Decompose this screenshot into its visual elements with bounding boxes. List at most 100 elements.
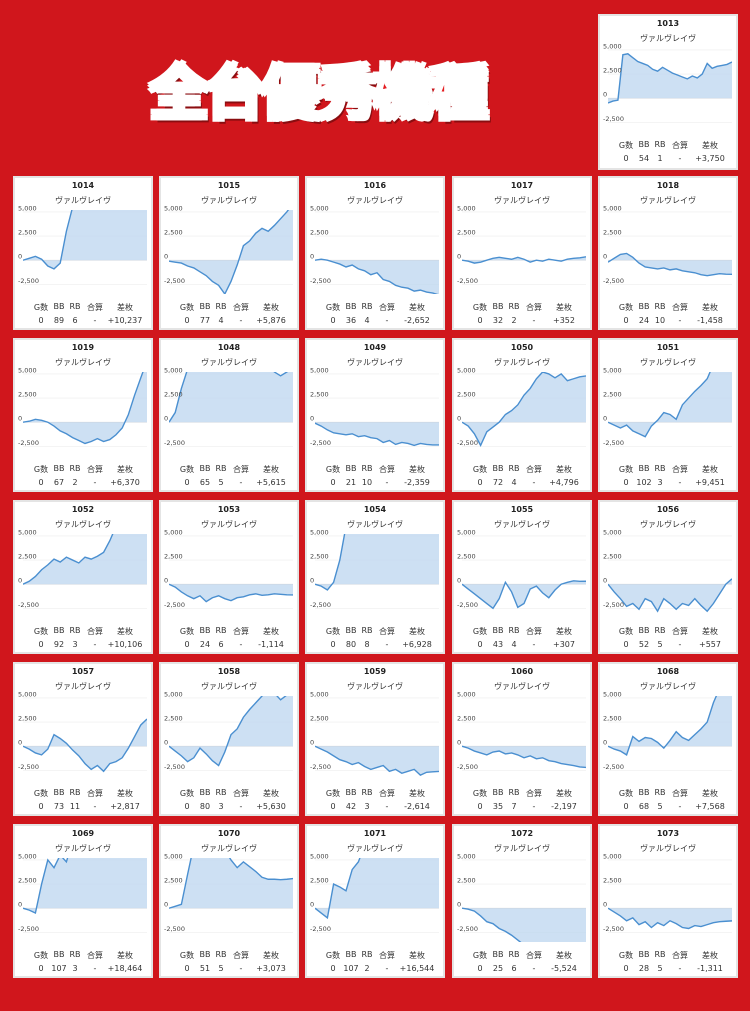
stat-header: RB [361, 626, 373, 635]
model-name: ヴァルヴレイヴ [55, 682, 111, 691]
y-tick-label: 2,500 [603, 715, 622, 723]
stat-header: BB [492, 626, 504, 635]
rb-value: 7 [511, 802, 517, 811]
machine-card[interactable]: 1071 ヴァルヴレイヴ 5,000 2,500 0 -2,500 G数 BB RB 合算 差枚 0 1… [305, 824, 445, 978]
slump-chart: 5,000 2,500 0 -2,500 [310, 206, 439, 294]
y-tick-label: 0 [164, 253, 168, 261]
y-tick-label: -2,500 [310, 439, 331, 447]
machine-card[interactable]: 1013 ヴァルヴレイヴ 5,000 2,500 0 -2,500 G数 BB RB 合算 差枚 0 5… [598, 14, 738, 170]
diff-value: +10,106 [107, 640, 143, 649]
diff-value: -2,197 [551, 802, 577, 811]
bb-value: 51 [199, 964, 211, 973]
machine-number: 1053 [217, 505, 241, 514]
y-tick-label: 0 [310, 901, 314, 909]
machine-number: 1060 [510, 667, 534, 676]
machine-card[interactable]: 1068 ヴァルヴレイヴ 5,000 2,500 0 -2,500 G数 BB RB 合算 差枚 0 6… [598, 662, 738, 816]
series-line [315, 422, 439, 447]
model-name: ヴァルヴレイヴ [494, 844, 550, 853]
y-tick-label: -2,500 [310, 925, 331, 933]
machine-card[interactable]: 1051 ヴァルヴレイヴ 5,000 2,500 0 -2,500 G数 BB RB 合算 差枚 0 1… [598, 338, 738, 492]
machine-card[interactable]: 1014 ヴァルヴレイヴ 5,000 2,500 0 -2,500 G数 BB RB 合算 差枚 0 8… [13, 176, 153, 330]
games-value: 0 [184, 478, 190, 487]
area-fill [315, 259, 439, 294]
machine-card[interactable]: 1048 ヴァルヴレイヴ 5,000 2,500 0 -2,500 G数 BB RB 合算 差枚 0 6… [159, 338, 299, 492]
stat-header: 合算 [379, 627, 395, 636]
bb-value: 42 [345, 802, 357, 811]
games-value: 0 [477, 478, 483, 487]
y-tick-label: -2,500 [603, 439, 624, 447]
machine-card[interactable]: 1017 ヴァルヴレイヴ 5,000 2,500 0 -2,500 G数 BB RB 合算 差枚 0 3… [452, 176, 592, 330]
games-value: 0 [330, 316, 336, 325]
machine-card[interactable]: 1054 ヴァルヴレイヴ 5,000 2,500 0 -2,500 G数 BB RB 合算 差枚 0 8… [305, 500, 445, 654]
stat-header: BB [638, 950, 650, 959]
stat-header: G数 [618, 951, 634, 960]
stat-header: BB [638, 140, 650, 149]
machine-card[interactable]: 1055 ヴァルヴレイヴ 5,000 2,500 0 -2,500 G数 BB RB 合算 差枚 0 4… [452, 500, 592, 654]
series-line [462, 745, 586, 769]
rb-value: 5 [218, 964, 224, 973]
area-fill [23, 719, 147, 772]
machine-card[interactable]: 1070 ヴァルヴレイヴ 5,000 2,500 0 -2,500 G数 BB RB 合算 差枚 0 5… [159, 824, 299, 978]
machine-card[interactable]: 1058 ヴァルヴレイヴ 5,000 2,500 0 -2,500 G数 BB RB 合算 差枚 0 8… [159, 662, 299, 816]
series-line [608, 578, 732, 613]
y-tick-label: 0 [18, 901, 22, 909]
stat-header: 差枚 [409, 627, 425, 636]
machine-card[interactable]: 1053 ヴァルヴレイヴ 5,000 2,500 0 -2,500 G数 BB RB 合算 差枚 0 2… [159, 500, 299, 654]
machine-card[interactable]: 1050 ヴァルヴレイヴ 5,000 2,500 0 -2,500 G数 BB RB 合算 差枚 0 7… [452, 338, 592, 492]
machine-card[interactable]: 1056 ヴァルヴレイヴ 5,000 2,500 0 -2,500 G数 BB RB 合算 差枚 0 5… [598, 500, 738, 654]
machine-card[interactable]: 1073 ヴァルヴレイヴ 5,000 2,500 0 -2,500 G数 BB RB 合算 差枚 0 2… [598, 824, 738, 978]
y-tick-label: 0 [603, 415, 607, 423]
machine-card[interactable]: 1057 ヴァルヴレイヴ 5,000 2,500 0 -2,500 G数 BB RB 合算 差枚 0 7… [13, 662, 153, 816]
stat-header: G数 [33, 789, 49, 798]
machine-card[interactable]: 1049 ヴァルヴレイヴ 5,000 2,500 0 -2,500 G数 BB RB 合算 差枚 0 2… [305, 338, 445, 492]
stat-header: BB [199, 302, 211, 311]
combined-value: - [239, 316, 243, 325]
machine-number: 1051 [656, 343, 680, 352]
series-line [315, 258, 439, 294]
rb-value: 4 [511, 478, 517, 487]
machine-number: 1072 [510, 829, 534, 838]
machine-card[interactable]: 1015 ヴァルヴレイヴ 5,000 2,500 0 -2,500 G数 BB RB 合算 差枚 0 7… [159, 176, 299, 330]
y-tick-label: -2,500 [18, 277, 39, 285]
area-fill [462, 580, 586, 609]
bb-value: 54 [638, 154, 650, 163]
stat-header: 差枚 [702, 465, 718, 474]
rb-value: 5 [657, 640, 663, 649]
area-fill [608, 372, 732, 437]
machine-card[interactable]: 1018 ヴァルヴレイヴ 5,000 2,500 0 -2,500 G数 BB RB 合算 差枚 0 2… [598, 176, 738, 330]
stat-header: 差枚 [263, 627, 279, 636]
machine-card[interactable]: 1059 ヴァルヴレイヴ 5,000 2,500 0 -2,500 G数 BB RB 合算 差枚 0 4… [305, 662, 445, 816]
slump-chart: 5,000 2,500 0 -2,500 [18, 368, 147, 447]
machine-card[interactable]: 1052 ヴァルヴレイヴ 5,000 2,500 0 -2,500 G数 BB RB 合算 差枚 0 9… [13, 500, 153, 654]
machine-card[interactable]: 1019 ヴァルヴレイヴ 5,000 2,500 0 -2,500 G数 BB RB 合算 差枚 0 6… [13, 338, 153, 492]
diff-value: +557 [699, 640, 721, 649]
slump-chart: 5,000 2,500 0 -2,500 [310, 530, 439, 609]
machine-card[interactable]: 1016 ヴァルヴレイヴ 5,000 2,500 0 -2,500 G数 BB RB 合算 差枚 0 3… [305, 176, 445, 330]
area-fill [608, 53, 732, 104]
machine-card[interactable]: 1072 ヴァルヴレイヴ 5,000 2,500 0 -2,500 G数 BB RB 合算 差枚 0 2… [452, 824, 592, 978]
bb-value: 65 [199, 478, 211, 487]
stat-header: G数 [33, 303, 49, 312]
stat-header: RB [654, 140, 666, 149]
bb-value: 28 [638, 964, 650, 973]
slump-chart: 5,000 2,500 0 -2,500 [18, 206, 147, 285]
machine-number: 1014 [71, 181, 95, 190]
series-line [23, 372, 144, 445]
machine-number: 1069 [71, 829, 95, 838]
model-name: ヴァルヴレイヴ [55, 520, 111, 529]
area-fill [23, 858, 147, 914]
machine-card[interactable]: 1060 ヴァルヴレイヴ 5,000 2,500 0 -2,500 G数 BB RB 合算 差枚 0 3… [452, 662, 592, 816]
diff-value: +307 [553, 640, 575, 649]
games-value: 0 [623, 964, 629, 973]
stat-header: BB [638, 464, 650, 473]
combined-value: - [678, 802, 682, 811]
combined-value: - [532, 802, 536, 811]
stat-header: RB [215, 950, 227, 959]
y-tick-label: 5,000 [603, 854, 622, 860]
y-tick-label: 0 [457, 415, 461, 423]
stat-header: 合算 [233, 789, 249, 798]
machine-card[interactable]: 1069 ヴァルヴレイヴ 5,000 2,500 0 -2,500 G数 BB RB 合算 差枚 0 1… [13, 824, 153, 978]
combined-value: - [532, 478, 536, 487]
stat-header: RB [654, 626, 666, 635]
stat-header: G数 [472, 465, 488, 474]
